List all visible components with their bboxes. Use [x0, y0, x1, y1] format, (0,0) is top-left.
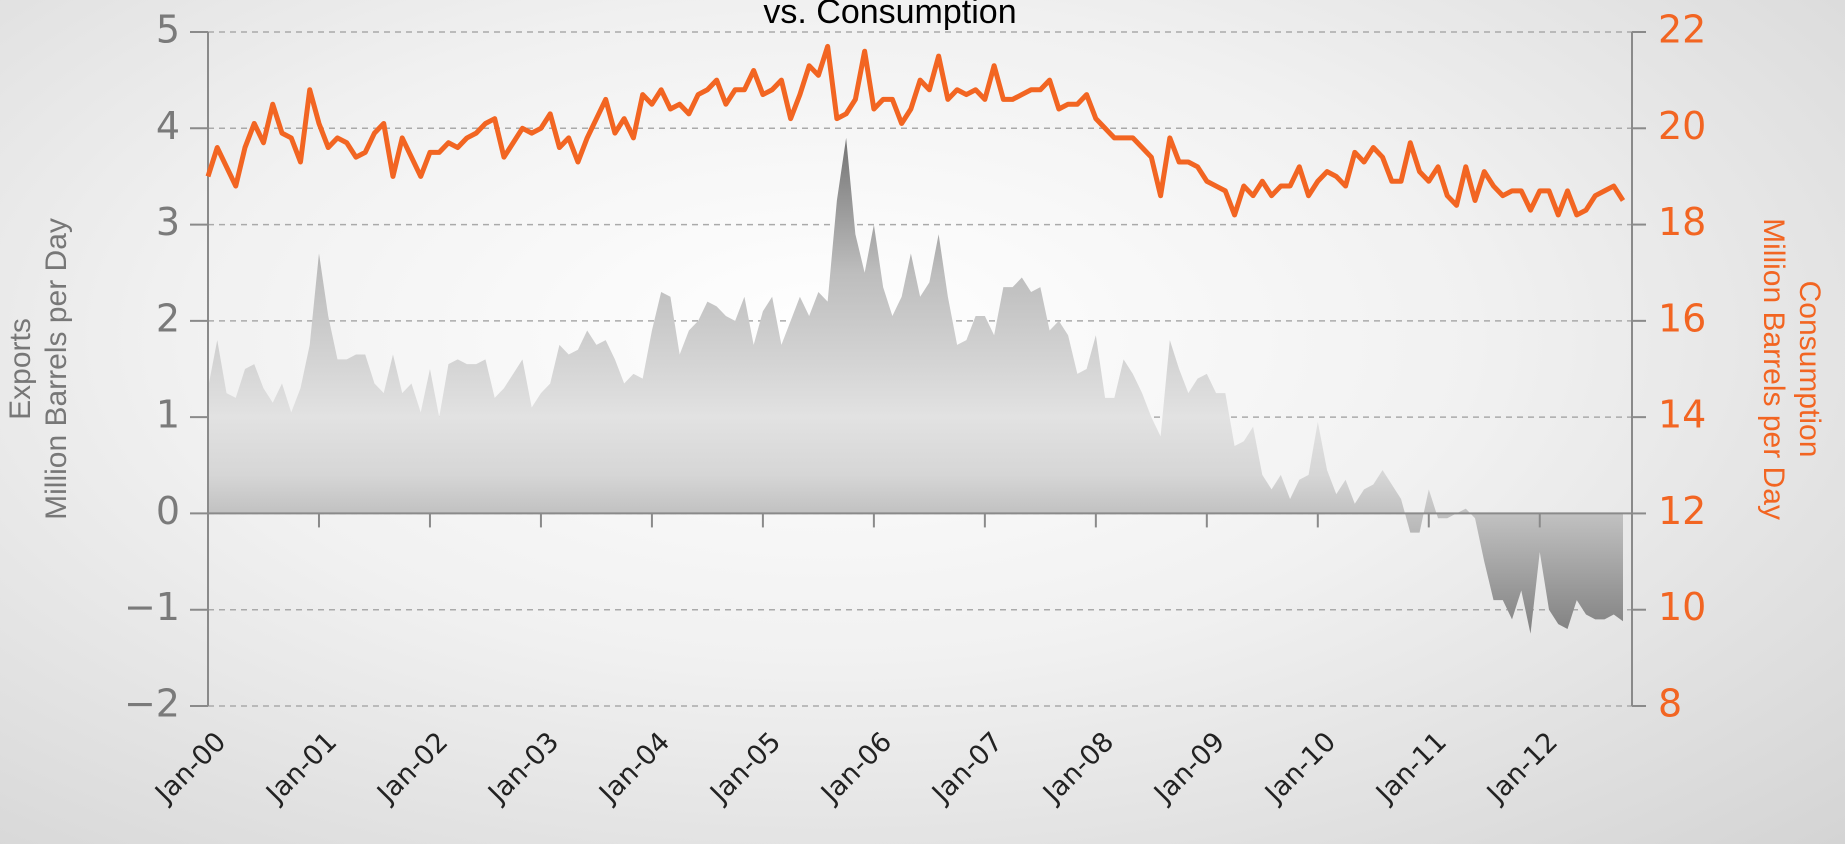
- x-tick-label: Jan-09: [1147, 726, 1231, 810]
- y-tick-label: 1: [156, 393, 180, 437]
- x-tick-label: Jan-02: [370, 726, 454, 810]
- y2-tick-label: 22: [1658, 8, 1706, 52]
- x-tick-label: Jan-04: [592, 726, 676, 810]
- x-tick-label: Jan-12: [1480, 726, 1564, 810]
- y2-tick-label: 12: [1658, 489, 1706, 533]
- y2-axis-title-line: Consumption: [1793, 281, 1826, 458]
- exports-area: [208, 137, 1623, 634]
- y2-axis-title: ConsumptionMillion Barrels per Day: [1757, 218, 1826, 520]
- x-tick-label: Jan-06: [814, 726, 898, 810]
- y-tick-label: 0: [156, 489, 180, 533]
- consumption-line: [205, 43, 1626, 218]
- y-axis-title-line: Exports: [4, 318, 37, 420]
- y-tick-label: −1: [124, 585, 180, 629]
- x-tick-label: Jan-10: [1258, 726, 1342, 810]
- y-axis-title-line: Million Barrels per Day: [40, 218, 73, 520]
- y2-tick-label: 18: [1658, 200, 1706, 244]
- y-tick-label: 3: [156, 200, 180, 244]
- x-tick-label: Jan-01: [259, 726, 343, 810]
- y2-tick-label: 8: [1658, 682, 1682, 726]
- y-tick-label: −2: [124, 682, 180, 726]
- y2-tick-label: 14: [1658, 393, 1706, 437]
- y2-tick-label: 10: [1658, 585, 1706, 629]
- y2-tick-label: 16: [1658, 296, 1706, 340]
- x-tick-label: Jan-00: [148, 726, 232, 810]
- chart-title: vs. Consumption: [763, 0, 1016, 31]
- y-axis-title: Exports Million Barrels per Day: [4, 218, 73, 520]
- x-tick-label: Jan-11: [1369, 726, 1453, 810]
- y-tick-label: 4: [156, 104, 180, 148]
- x-tick-label: Jan-08: [1036, 726, 1120, 810]
- x-tick-label: Jan-05: [703, 726, 787, 810]
- x-tick-label: Jan-03: [481, 726, 565, 810]
- y-tick-label: 2: [156, 296, 180, 340]
- y-tick-label: 5: [156, 8, 180, 52]
- x-tick-label: Jan-07: [925, 726, 1009, 810]
- y2-tick-label: 20: [1658, 104, 1706, 148]
- y2-axis-title-line: Million Barrels per Day: [1757, 218, 1790, 520]
